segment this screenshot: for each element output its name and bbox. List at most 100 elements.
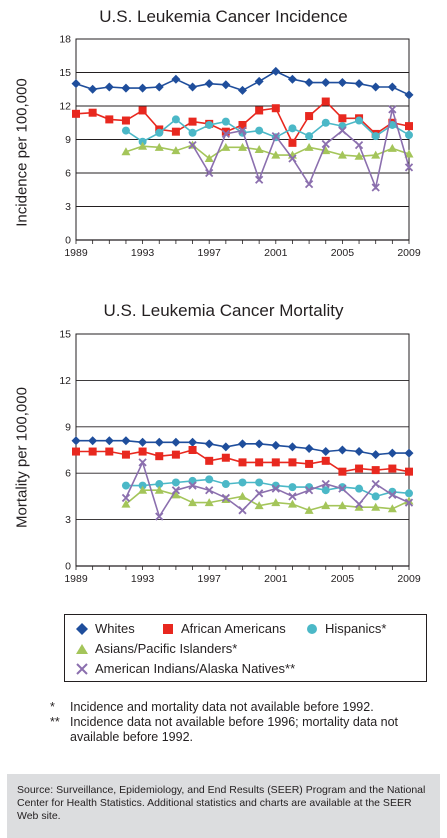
incidence-point-square (305, 112, 314, 121)
mortality-point-circle (171, 478, 180, 487)
mortality-point-x (205, 486, 214, 495)
incidence-point-triangle (304, 142, 314, 151)
incidence-point-circle (205, 120, 214, 129)
incidence-point-circle (155, 128, 164, 137)
incidence-point-triangle (337, 150, 347, 159)
incidence-y-tick-label: 12 (59, 101, 71, 113)
incidence-point-diamond (204, 79, 214, 89)
incidence-point-triangle (121, 147, 131, 156)
mortality-y-tick-label: 15 (59, 329, 71, 341)
incidence-point-triangle (321, 146, 331, 155)
incidence-chart-title: U.S. Leukemia Cancer Incidence (99, 7, 348, 26)
mortality-point-diamond (154, 437, 164, 447)
source-note: Source: Surveillance, Epidemiology, and … (7, 774, 440, 838)
mortality-point-square (105, 447, 114, 456)
x-marker-icon (76, 662, 88, 675)
incidence-point-diamond (371, 82, 381, 92)
square-marker-icon (163, 623, 173, 634)
mortality-point-triangle (138, 485, 148, 494)
mortality-point-circle (221, 480, 230, 489)
mortality-point-triangle (238, 491, 247, 500)
mortality-series-line-3 (125, 489, 410, 512)
mortality-point-diamond (238, 439, 247, 449)
mortality-point-square (221, 453, 230, 462)
mortality-point-square (171, 450, 180, 459)
mortality-point-diamond (221, 442, 231, 452)
incidence-point-diamond (354, 79, 364, 89)
mortality-point-circle (238, 478, 247, 487)
incidence-point-diamond (88, 84, 98, 94)
mortality-point-diamond (354, 447, 364, 457)
incidence-point-circle (355, 116, 364, 125)
mortality-point-triangle (354, 502, 364, 511)
mortality-point-diamond (88, 436, 98, 446)
mortality-x-tick-label: 1997 (198, 573, 222, 585)
incidence-point-circle (388, 120, 397, 129)
mortality-y-tick-label: 0 (65, 561, 71, 573)
mortality-point-triangle (188, 498, 198, 507)
mortality-point-diamond (121, 436, 131, 446)
incidence-point-square (171, 127, 180, 136)
mortality-point-square (205, 456, 214, 465)
incidence-point-x (205, 168, 214, 178)
incidence-point-triangle (171, 146, 181, 155)
legend-item-whites: Whites (75, 621, 135, 636)
mortality-point-x (304, 486, 314, 495)
mortality-point-x (271, 484, 280, 493)
incidence-point-square (221, 127, 230, 136)
mortality-point-diamond (321, 447, 331, 457)
mortality-point-x (188, 481, 197, 490)
mortality-point-diamond (271, 440, 281, 450)
incidence-point-triangle (387, 143, 397, 152)
incidence-point-diamond (121, 83, 131, 93)
mortality-chart: 0 3 6 9 12 15 1989 1993 1997 2001 2005 2009 (59, 329, 421, 586)
incidence-point-square (255, 106, 264, 115)
incidence-point-x (371, 183, 380, 192)
incidence-point-x (354, 140, 364, 150)
incidence-point-diamond (321, 78, 331, 88)
diamond-marker-icon (76, 622, 88, 635)
legend-item-african-americans: African Americans (161, 621, 286, 636)
incidence-x-tick-label: 1997 (198, 247, 222, 259)
incidence-point-triangle (204, 153, 214, 162)
incidence-y-tick-label: 6 (65, 168, 71, 180)
incidence-point-square (121, 116, 130, 125)
incidence-point-triangle (254, 145, 264, 154)
mortality-point-circle (155, 480, 164, 489)
footnote-1-text: Incidence and mortality data not availab… (70, 700, 374, 714)
incidence-point-diamond (254, 76, 264, 86)
mortality-point-triangle (171, 490, 181, 499)
incidence-point-x (221, 129, 230, 139)
incidence-point-square (138, 106, 147, 115)
mortality-y-tick-label: 12 (59, 375, 71, 387)
footnote-2: ** Incidence data not available before 1… (50, 715, 440, 745)
incidence-y-tick-label: 9 (65, 134, 71, 146)
incidence-x-tick-label: 2005 (331, 247, 355, 259)
mortality-point-diamond (337, 445, 347, 455)
mortality-point-circle (321, 486, 330, 495)
mortality-point-square (388, 464, 397, 473)
incidence-point-x (404, 163, 414, 172)
legend-label-american-indians-alaska-natives: American Indians/Alaska Natives** (95, 661, 296, 676)
incidence-point-circle (188, 128, 197, 137)
incidence-point-triangle (354, 151, 364, 160)
legend-label-asians-pacific-islanders: Asians/Pacific Islanders* (95, 641, 238, 656)
mortality-point-diamond (71, 436, 81, 446)
mortality-y-tick-label: 3 (65, 514, 71, 526)
mortality-point-circle (205, 475, 214, 484)
incidence-point-square (288, 138, 297, 147)
mortality-point-triangle (321, 501, 331, 510)
incidence-point-square (238, 120, 247, 129)
mortality-point-circle (138, 481, 147, 490)
mortality-point-square (355, 464, 364, 473)
mortality-point-diamond (171, 437, 181, 447)
mortality-point-x (288, 492, 297, 501)
incidence-point-circle (121, 126, 130, 135)
incidence-point-square (72, 109, 80, 118)
mortality-point-square (338, 467, 347, 476)
mortality-point-triangle (287, 499, 297, 508)
mortality-point-square (405, 467, 413, 476)
incidence-series-line-4 (191, 109, 410, 191)
mortality-y-tick-label: 6 (65, 468, 71, 480)
incidence-point-square (88, 108, 97, 117)
